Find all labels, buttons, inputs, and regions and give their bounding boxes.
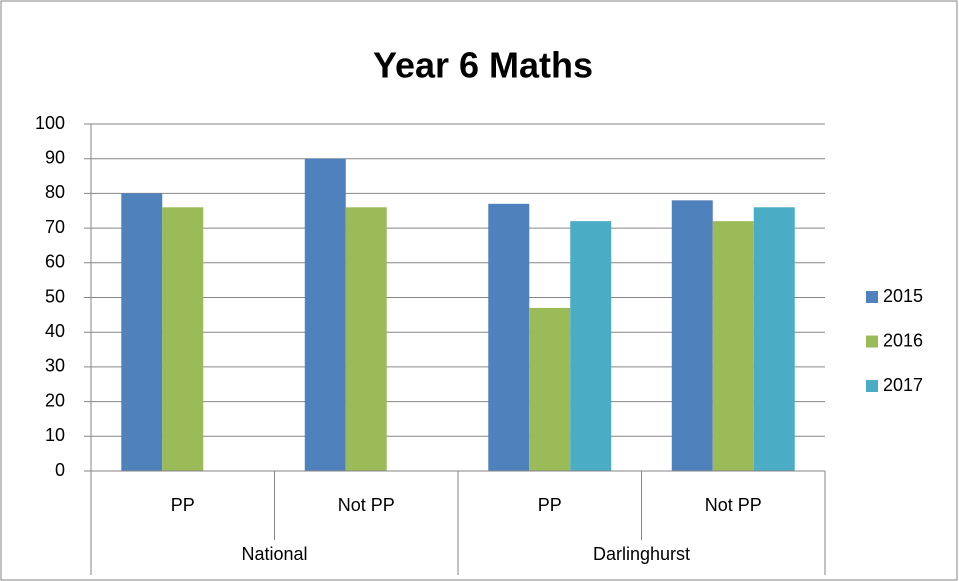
y-tick-label: 90 — [45, 147, 65, 167]
group-label: National — [241, 544, 307, 564]
y-tick-label: 0 — [55, 460, 65, 480]
bar — [753, 207, 795, 471]
y-tick-label: 50 — [45, 286, 65, 306]
y-tick-label: 80 — [45, 182, 65, 202]
y-tick-label: 70 — [45, 217, 65, 237]
legend-swatch — [866, 335, 878, 348]
legend-label: 2016 — [883, 330, 923, 350]
x-tick-label: Not PP — [705, 495, 762, 515]
y-tick-label: 60 — [45, 252, 65, 272]
bar — [162, 207, 204, 471]
bar — [712, 221, 754, 471]
bar — [570, 221, 612, 471]
y-tick-label: 100 — [35, 113, 65, 133]
y-tick-label: 40 — [45, 321, 65, 341]
chart-title: Year 6 Maths — [373, 45, 593, 86]
legend-swatch — [866, 291, 878, 303]
bar — [304, 158, 346, 471]
bar — [488, 203, 530, 471]
bar — [671, 200, 713, 471]
bar — [121, 193, 163, 471]
group-label: Darlinghurst — [593, 544, 690, 564]
y-tick-label: 10 — [45, 425, 65, 445]
legend-swatch — [866, 380, 878, 392]
legend-label: 2017 — [883, 375, 923, 395]
legend-label: 2015 — [883, 286, 923, 306]
x-tick-label: PP — [171, 495, 195, 515]
y-tick-label: 30 — [45, 356, 65, 376]
bar — [345, 207, 387, 471]
x-tick-label: PP — [538, 495, 562, 515]
y-tick-label: 20 — [45, 390, 65, 410]
x-tick-label: Not PP — [338, 495, 395, 515]
bar — [529, 307, 571, 471]
